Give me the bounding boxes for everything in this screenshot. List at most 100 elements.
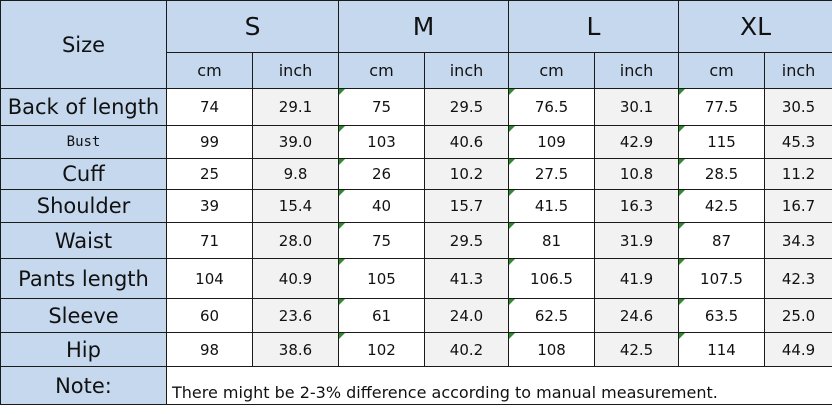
size-m: M: [337, 0, 510, 53]
cell-inch: 24.0: [423, 298, 510, 333]
cell-cm: 115: [678, 125, 766, 159]
cell-inch: 10.8: [594, 158, 680, 190]
cell-inch: 44.9: [764, 332, 832, 367]
cell-inch: 30.5: [764, 88, 832, 126]
table-row: Cuff 25 9.8 26 10.2 27.5 10.8 28.5 11.2: [0, 158, 832, 190]
cell-inch: 42.3: [764, 258, 832, 299]
cell-cm: 81: [508, 222, 596, 259]
cell-inch: 41.9: [594, 258, 680, 299]
cell-inch: 42.9: [594, 125, 680, 159]
cell-inch: 10.2: [423, 158, 510, 190]
unit-cm: cm: [678, 52, 766, 89]
cell-inch: 42.5: [594, 332, 680, 367]
size-label: Size: [0, 0, 167, 89]
unit-cm: cm: [508, 52, 596, 89]
cell-cm: 109: [508, 125, 596, 159]
cell-cm: 76.5: [508, 88, 596, 126]
note-label: Note:: [0, 366, 167, 405]
cell-cm: 61: [338, 298, 425, 333]
cell-cm: 41.5: [508, 189, 596, 223]
cell-inch: 28.0: [252, 222, 339, 259]
row-label: Waist: [0, 222, 167, 259]
unit-inch: inch: [423, 52, 510, 89]
row-label: Back of length: [0, 88, 167, 126]
unit-header-row: cm inch cm inch cm inch cm inch: [1, 52, 832, 89]
cell-cm: 105: [338, 258, 425, 299]
cell-inch: 40.6: [423, 125, 510, 159]
cell-inch: 29.1: [252, 88, 339, 126]
cell-inch: 39.0: [252, 125, 339, 159]
cell-inch: 23.6: [252, 298, 339, 333]
unit-inch: inch: [764, 52, 832, 89]
note-text: There might be 2-3% difference according…: [165, 366, 832, 405]
cell-inch: 24.6: [594, 298, 680, 333]
cell-inch: 29.5: [423, 222, 510, 259]
cell-cm: 106.5: [508, 258, 596, 299]
row-label: Hip: [0, 332, 167, 367]
cell-cm: 74: [166, 88, 253, 126]
cell-inch: 45.3: [764, 125, 832, 159]
measurement-rows: Back of length 74 29.1 75 29.5 76.5 30.1 77.5 30…: [0, 88, 832, 367]
unit-inch: inch: [252, 52, 339, 89]
row-label: Cuff: [0, 158, 167, 190]
table-row: Pants length 104 40.9 105 41.3 106.5 41.9 107.5…: [0, 258, 832, 299]
cell-cm: 75: [338, 88, 425, 126]
cell-inch: 29.5: [423, 88, 510, 126]
note-row: Note: There might be 2-3% difference acc…: [0, 366, 832, 405]
cell-cm: 104: [166, 258, 253, 299]
size-xl: XL: [678, 0, 832, 53]
cell-inch: 30.1: [594, 88, 680, 126]
cell-cm: 26: [338, 158, 425, 190]
cell-inch: 16.7: [764, 189, 832, 223]
cell-cm: 108: [508, 332, 596, 367]
unit-inch: inch: [594, 52, 680, 89]
cell-cm: 75: [338, 222, 425, 259]
cell-cm: 77.5: [678, 88, 766, 126]
cell-cm: 27.5: [508, 158, 596, 190]
cell-cm: 39: [166, 189, 253, 223]
table-row: Hip 98 38.6 102 40.2 108 42.5 114 44.9: [0, 332, 832, 367]
cell-cm: 98: [166, 332, 253, 367]
size-chart-table: Size S M L XL cm inch cm inch cm inch cm…: [0, 0, 832, 405]
cell-inch: 9.8: [252, 158, 339, 190]
row-label: Bust: [0, 125, 167, 159]
cell-cm: 114: [678, 332, 766, 367]
table-row: Shoulder 39 15.4 40 15.7 41.5 16.3 42.5 16.7: [0, 189, 832, 223]
table-row: Sleeve 60 23.6 61 24.0 62.5 24.6 63.5 25.0: [0, 298, 832, 333]
table-row: Bust 99 39.0 103 40.6 109 42.9 115 45.3: [0, 125, 832, 159]
cell-inch: 15.4: [252, 189, 339, 223]
table-row: Back of length 74 29.1 75 29.5 76.5 30.1 77.5 30…: [0, 88, 832, 126]
cell-cm: 107.5: [678, 258, 766, 299]
cell-cm: 63.5: [678, 298, 766, 333]
cell-inch: 25.0: [764, 298, 832, 333]
cell-inch: 16.3: [594, 189, 680, 223]
cell-cm: 71: [166, 222, 253, 259]
cell-inch: 15.7: [423, 189, 510, 223]
row-label: Shoulder: [0, 189, 167, 223]
cell-inch: 11.2: [764, 158, 832, 190]
cell-cm: 99: [166, 125, 253, 159]
size-l: L: [508, 0, 680, 53]
cell-inch: 31.9: [594, 222, 680, 259]
cell-cm: 102: [338, 332, 425, 367]
row-label: Sleeve: [0, 298, 167, 333]
unit-cm: cm: [166, 52, 253, 89]
cell-cm: 103: [338, 125, 425, 159]
cell-cm: 28.5: [678, 158, 766, 190]
cell-inch: 40.2: [423, 332, 510, 367]
size-header-row: Size S M L XL: [0, 0, 832, 89]
cell-cm: 87: [678, 222, 766, 259]
cell-cm: 62.5: [508, 298, 596, 333]
table-row: Waist 71 28.0 75 29.5 81 31.9 87 34.3: [0, 222, 832, 259]
cell-cm: 40: [338, 189, 425, 223]
cell-cm: 25: [166, 158, 253, 190]
cell-inch: 38.6: [252, 332, 339, 367]
cell-cm: 42.5: [678, 189, 766, 223]
row-label: Pants length: [0, 258, 167, 299]
size-s: S: [166, 0, 339, 53]
cell-inch: 40.9: [252, 258, 339, 299]
unit-cm: cm: [338, 52, 425, 89]
cell-inch: 41.3: [423, 258, 510, 299]
cell-inch: 34.3: [764, 222, 832, 259]
cell-cm: 60: [166, 298, 253, 333]
